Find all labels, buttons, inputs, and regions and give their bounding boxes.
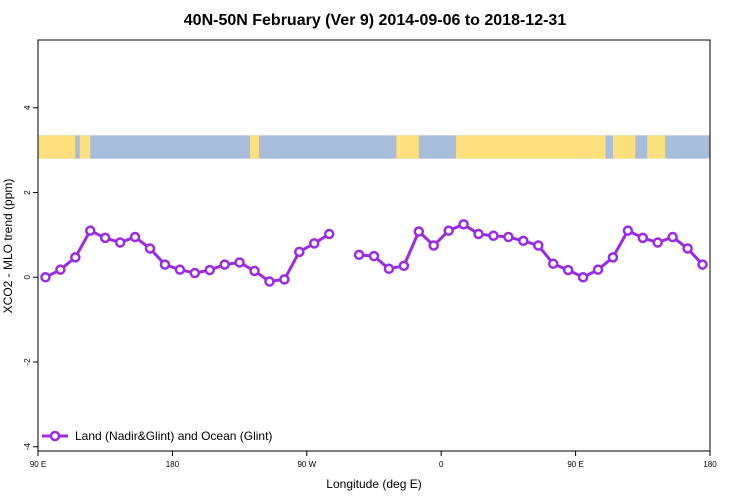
series-0-point-26 <box>428 240 439 251</box>
map-land-3 <box>396 135 419 159</box>
series-0-point-4 <box>99 232 111 244</box>
y-tick-label-4: 4 <box>23 105 32 110</box>
series-0-point-5 <box>114 237 126 248</box>
world-map-band <box>38 135 710 159</box>
legend-label: Land (Nadir&Glint) and Ocean (Glint) <box>75 429 272 443</box>
y-axis: -4 -2 0 2 4 <box>23 105 38 450</box>
chart-title: 40N-50N February (Ver 9) 2014-09-06 to 2… <box>184 12 567 29</box>
series-0-point-11 <box>204 264 215 276</box>
map-land-4 <box>456 135 606 159</box>
plot-frame <box>37 39 711 452</box>
series-0-point-12 <box>219 259 230 270</box>
series-0-point-6 <box>129 231 141 243</box>
series-0-point-29 <box>473 228 484 240</box>
series-0-point-44 <box>697 259 708 270</box>
series-0-point-39 <box>622 225 634 236</box>
x-tick-label-5: 180 <box>703 460 717 469</box>
series-layer <box>40 219 708 287</box>
series-0-point-1 <box>55 264 66 275</box>
y-tick-label-2: 0 <box>23 275 32 280</box>
series-0-point-33 <box>533 240 544 251</box>
series-0-point-42 <box>667 231 678 243</box>
x-tick-label-3: 0 <box>439 460 444 469</box>
series-0-point-25 <box>413 226 425 237</box>
series-0-point-37 <box>592 264 604 275</box>
series-0-point-13 <box>234 257 245 268</box>
series-0-point-22 <box>368 250 380 262</box>
x-axis-label: Longitude (deg E) <box>326 477 421 491</box>
x-tick-label-2: 90 W <box>297 460 316 469</box>
series-0-point-9 <box>174 264 186 275</box>
series-0-point-31 <box>503 231 514 243</box>
series-0-point-0 <box>40 272 51 283</box>
series-0-point-24 <box>398 260 410 272</box>
series-0-point-14 <box>249 265 260 277</box>
series-0-point-30 <box>488 230 499 242</box>
map-land-6 <box>647 135 666 159</box>
series-0-point-16 <box>279 274 290 285</box>
map-land-2 <box>250 135 260 159</box>
series-0-point-27 <box>443 225 454 236</box>
series-0-point-34 <box>547 258 559 269</box>
series-0-point-23 <box>383 263 395 275</box>
series-0-point-38 <box>607 252 619 263</box>
series-0-point-35 <box>562 264 574 276</box>
series-0-point-7 <box>144 243 156 254</box>
legend: Land (Nadir&Glint) and Ocean (Glint) <box>42 429 272 443</box>
series-0-point-43 <box>682 243 693 254</box>
map-land-5 <box>612 135 636 159</box>
series-0-point-2 <box>70 252 81 263</box>
series-0-point-15 <box>264 276 275 287</box>
series-0-point-41 <box>652 237 663 248</box>
map-ocean <box>38 135 710 159</box>
map-land-0 <box>38 135 76 159</box>
series-0-point-8 <box>159 259 171 270</box>
series-0-point-36 <box>577 272 589 283</box>
y-tick-label-3: 2 <box>23 190 32 195</box>
series-0-point-21 <box>353 249 365 261</box>
series-0-point-28 <box>458 219 469 230</box>
series-0-point-10 <box>189 267 201 279</box>
series-0-point-18 <box>309 238 320 249</box>
x-axis: 90 E 180 90 W 0 90 E 180 <box>30 451 717 469</box>
x-tick-label-1: 180 <box>166 460 180 469</box>
y-axis-label: XCO2 - MLO trend (ppm) <box>1 179 15 314</box>
series-0-point-17 <box>294 246 305 258</box>
series-0-point-40 <box>637 232 649 244</box>
x-tick-label-4: 90 E <box>567 460 583 469</box>
x-tick-label-0: 90 E <box>30 460 46 469</box>
y-tick-label-0: -4 <box>23 443 32 451</box>
series-0-line-1 <box>358 222 704 279</box>
series-0-point-19 <box>323 228 335 240</box>
series-0-point-3 <box>85 225 96 236</box>
series-0-point-32 <box>518 235 529 247</box>
map-land-1 <box>79 135 91 159</box>
legend-marker <box>49 430 61 442</box>
series-0-line-0 <box>44 229 330 284</box>
y-tick-label-1: -2 <box>23 358 32 366</box>
